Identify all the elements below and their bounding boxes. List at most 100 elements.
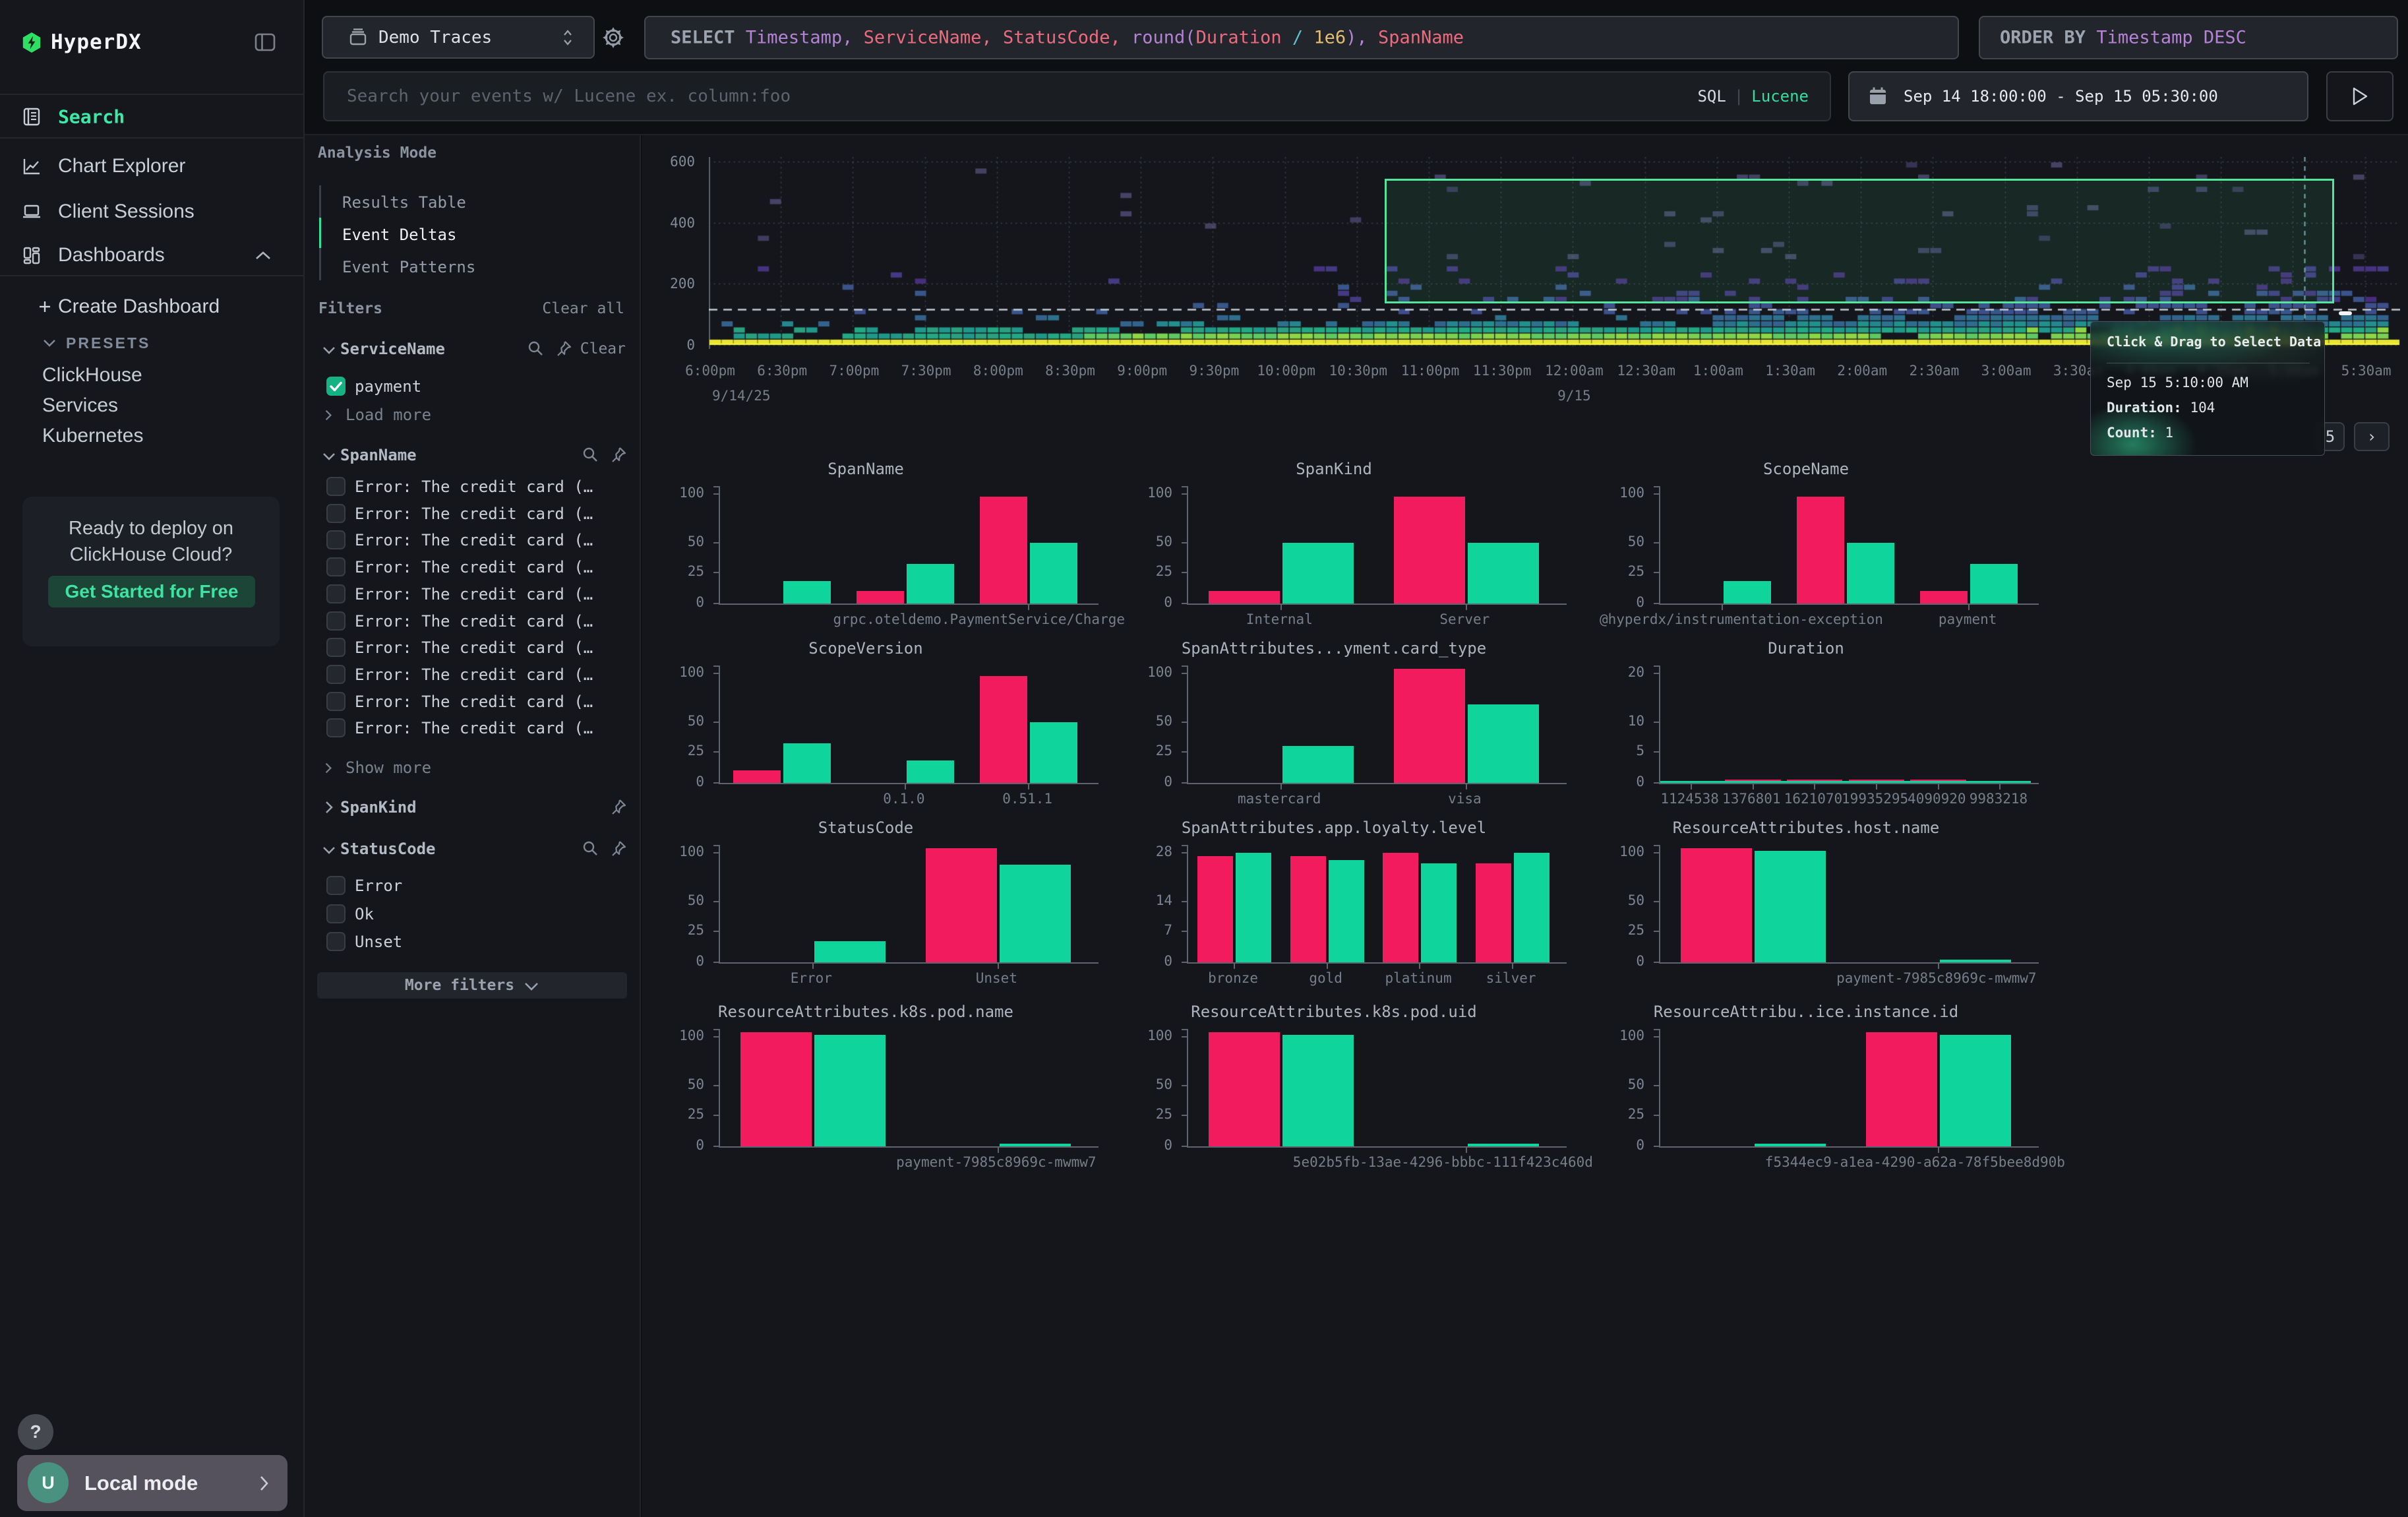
x-tick-label: 5e02b5fb-13ae-4296-bbbc-111f423c460d — [1292, 1154, 1593, 1170]
filter-value-row[interactable]: Error — [305, 876, 641, 898]
checkbox-unchecked[interactable] — [326, 904, 346, 923]
filter-value-row[interactable]: Error: The credit card (… — [305, 503, 641, 526]
y-axis-cap-tick — [1182, 486, 1187, 487]
y-axis-cap-tick — [713, 1029, 719, 1030]
sidebar-item-chart-explorer[interactable]: Chart Explorer — [0, 149, 303, 183]
filter-value-row[interactable]: Error: The credit card (… — [305, 718, 641, 741]
y-axis-cap-tick — [713, 666, 719, 667]
lang-lucene[interactable]: Lucene — [1751, 87, 1809, 106]
y-tick-label: 25 — [1627, 921, 1644, 938]
x-axis-line — [719, 783, 1099, 784]
filter-group-header[interactable]: ServiceName Clear — [305, 338, 641, 360]
checkbox-unchecked[interactable] — [326, 691, 346, 711]
analysis-option-results-table[interactable]: Results Table — [342, 193, 466, 212]
sql-orderby-text: ORDER BY Timestamp DESC — [2000, 28, 2246, 48]
filter-value-row[interactable]: Ok — [305, 904, 641, 927]
get-started-button[interactable]: Get Started for Free — [48, 576, 255, 607]
bar-outlier — [1475, 863, 1511, 962]
heatmap-ytick-0: 0 — [686, 337, 695, 353]
pin-icon[interactable] — [610, 798, 627, 815]
checkbox-unchecked[interactable] — [326, 584, 346, 604]
sql-orderby-editor[interactable]: ORDER BY Timestamp DESC — [1979, 16, 2398, 59]
pin-icon[interactable] — [610, 840, 627, 857]
laptop-icon — [23, 204, 40, 218]
checkbox-checked[interactable] — [326, 377, 346, 396]
lang-sql[interactable]: SQL — [1697, 87, 1726, 106]
checkbox-unchecked[interactable] — [326, 718, 346, 738]
filter-value-row[interactable]: Error: The credit card (… — [305, 530, 641, 553]
sidebar-link-kubernetes[interactable]: Kubernetes — [42, 425, 144, 447]
checkbox-unchecked[interactable] — [326, 557, 346, 577]
checkbox-unchecked[interactable] — [326, 638, 346, 658]
x-tick-mark — [1280, 605, 1282, 610]
run-query-button[interactable] — [2326, 71, 2393, 121]
bar-inlier — [1754, 1144, 1826, 1146]
bar-inlier — [999, 1144, 1071, 1146]
sidebar-item-client-sessions[interactable]: Client Sessions — [0, 195, 303, 229]
y-tick-mark — [713, 571, 719, 573]
pin-icon[interactable] — [610, 446, 627, 463]
analysis-option-event-deltas[interactable]: Event Deltas — [342, 226, 457, 244]
filter-value-row[interactable]: Error: The credit card (… — [305, 611, 641, 634]
x-axis-line — [1187, 604, 1567, 605]
pin-icon[interactable] — [555, 340, 572, 357]
filter-group-header[interactable]: SpanKind — [305, 796, 641, 819]
bar-inlier — [1282, 542, 1354, 604]
duration-heatmap-canvas[interactable] — [709, 157, 2400, 350]
y-axis-line — [1659, 666, 1660, 783]
sidebar-link-services[interactable]: Services — [42, 394, 119, 416]
sidebar-item-search[interactable]: Search — [0, 100, 303, 134]
y-tick-label: 100 — [1619, 1028, 1644, 1043]
y-tick-label: 100 — [1147, 485, 1172, 501]
filter-value-row[interactable]: payment — [305, 377, 641, 399]
y-tick-mark — [1654, 1084, 1659, 1086]
heatmap-xtick-label: 10:00pm — [1257, 363, 1315, 379]
filter-value-row[interactable]: Error: The credit card (… — [305, 664, 641, 687]
checkbox-unchecked[interactable] — [326, 530, 346, 550]
checkbox-unchecked[interactable] — [326, 611, 346, 631]
divider — [0, 137, 303, 139]
source-select[interactable]: Demo Traces — [322, 16, 595, 59]
filter-value-row[interactable]: Error: The credit card (… — [305, 638, 641, 660]
x-tick-mark — [812, 964, 814, 969]
analysis-option-event-patterns[interactable]: Event Patterns — [342, 258, 476, 276]
filter-value-row[interactable]: Error: The credit card (… — [305, 691, 641, 714]
filter-group-header[interactable]: StatusCode — [305, 838, 641, 860]
heatmap-selection-box[interactable] — [1385, 179, 2334, 303]
checkbox-unchecked[interactable] — [326, 932, 346, 951]
user-menu[interactable]: U Local mode — [17, 1455, 287, 1511]
sidebar-item-dashboards[interactable]: Dashboards — [0, 238, 303, 272]
checkbox-unchecked[interactable] — [326, 503, 346, 523]
help-button[interactable]: ? — [18, 1414, 53, 1450]
x-tick-label: Internal — [1246, 611, 1313, 627]
gear-icon[interactable] — [601, 26, 625, 49]
checkbox-unchecked[interactable] — [326, 477, 346, 496]
search-icon[interactable] — [582, 446, 599, 463]
sidebar-link-clickhouse[interactable]: ClickHouse — [42, 364, 142, 386]
tooltip-duration-value: 104 — [2190, 400, 2215, 416]
chart-area: 600 400 200 0 6:00pm 6:30pm 7:00pm 7:30pm 8:… — [642, 135, 2408, 1517]
clear-all-button[interactable]: Clear all — [542, 300, 624, 317]
chart-title: SpanAttributes.app.loyalty.level — [1181, 819, 1487, 837]
page-next-button[interactable]: › — [2354, 422, 2390, 451]
query-language-toggle[interactable]: SQL | Lucene — [1697, 87, 1809, 106]
more-filters-button[interactable]: More filters — [317, 972, 627, 999]
checkbox-unchecked[interactable] — [326, 876, 346, 895]
filter-value-row[interactable]: Error: The credit card (… — [305, 584, 641, 607]
filter-value-row[interactable]: Error: The credit card (… — [305, 557, 641, 580]
y-tick-mark — [1654, 751, 1659, 753]
filter-clear-button[interactable]: Clear — [580, 340, 626, 357]
page-next-label: › — [2366, 427, 2377, 446]
date-range-picker[interactable]: Sep 14 18:00:00 - Sep 15 05:30:00 — [1848, 71, 2308, 121]
search-icon[interactable] — [527, 340, 544, 357]
filter-value-row[interactable]: Error: The credit card (… — [305, 477, 641, 499]
filter-value-row[interactable]: Unset — [305, 932, 641, 954]
filter-group-header[interactable]: SpanName — [305, 444, 641, 466]
checkbox-unchecked[interactable] — [326, 664, 346, 684]
y-tick-mark — [713, 673, 719, 674]
search-input[interactable]: Search your events w/ Lucene ex. column:… — [323, 71, 1831, 121]
sidebar-collapse-icon[interactable] — [255, 33, 276, 51]
y-tick-label: 100 — [679, 844, 704, 859]
search-icon[interactable] — [582, 840, 599, 857]
sql-select-editor[interactable]: SELECT Timestamp, ServiceName, StatusCod… — [644, 16, 1959, 59]
